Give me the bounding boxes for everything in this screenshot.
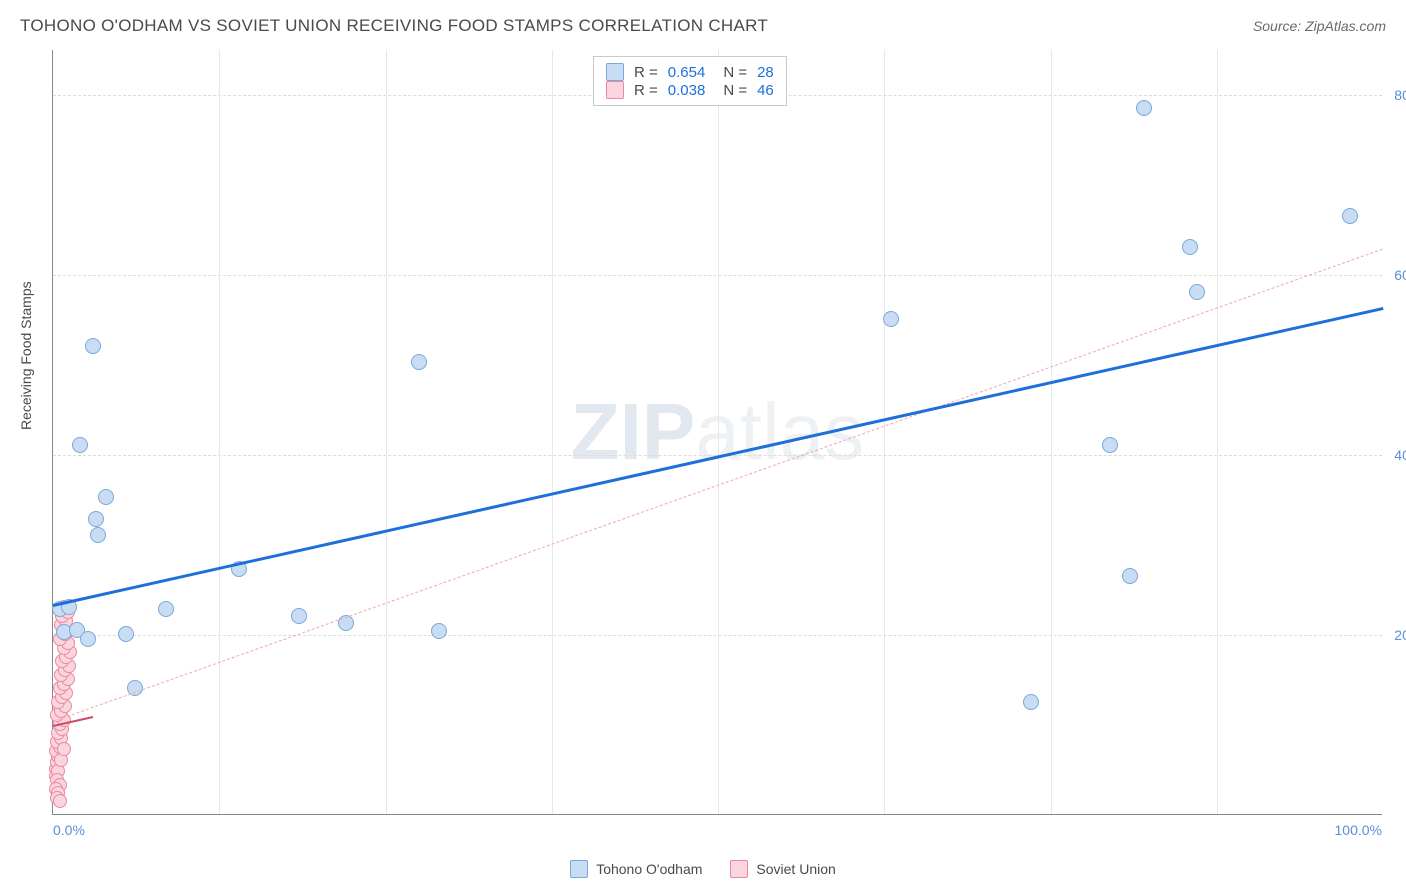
data-point-series2 [53, 794, 67, 808]
y-tick-label: 60.0% [1386, 267, 1406, 283]
gridline-v [884, 50, 885, 814]
stats-r-value: 0.654 [668, 64, 706, 81]
data-point-series1 [411, 354, 427, 370]
data-point-series1 [1182, 239, 1198, 255]
stats-r-label: R = [634, 82, 658, 99]
gridline-v [552, 50, 553, 814]
stats-swatch [606, 81, 624, 99]
data-point-series2 [57, 742, 71, 756]
scatter-chart: ZIPatlas 20.0%40.0%60.0%80.0%0.0%100.0%R… [52, 50, 1382, 815]
data-point-series1 [1122, 568, 1138, 584]
legend-swatch-series1 [570, 860, 588, 878]
data-point-series1 [80, 631, 96, 647]
stats-box: R = 0.654 N = 28 R = 0.038 N = 46 [593, 56, 787, 106]
data-point-series1 [431, 623, 447, 639]
stats-row: R = 0.654 N = 28 [606, 63, 774, 81]
gridline-v [219, 50, 220, 814]
y-axis-label: Receiving Food Stamps [18, 281, 34, 430]
legend-label-series2: Soviet Union [756, 861, 835, 877]
legend: Tohono O'odham Soviet Union [0, 860, 1406, 878]
legend-item-series1: Tohono O'odham [570, 860, 702, 878]
chart-source: Source: ZipAtlas.com [1253, 18, 1386, 34]
stats-r-label: R = [634, 64, 658, 81]
y-tick-label: 80.0% [1386, 87, 1406, 103]
legend-swatch-series2 [730, 860, 748, 878]
data-point-series1 [1102, 437, 1118, 453]
data-point-series1 [1023, 694, 1039, 710]
stats-n-value: 46 [757, 82, 774, 99]
data-point-series1 [88, 511, 104, 527]
data-point-series1 [1189, 284, 1205, 300]
data-point-series1 [98, 489, 114, 505]
gridline-v [1051, 50, 1052, 814]
stats-n-label: N = [723, 82, 747, 99]
chart-header: TOHONO O'ODHAM VS SOVIET UNION RECEIVING… [20, 16, 1386, 36]
x-tick-label: 0.0% [53, 822, 85, 838]
data-point-series1 [85, 338, 101, 354]
data-point-series1 [118, 626, 134, 642]
data-point-series1 [158, 601, 174, 617]
data-point-series1 [1342, 208, 1358, 224]
stats-swatch [606, 63, 624, 81]
gridline-v [718, 50, 719, 814]
chart-title: TOHONO O'ODHAM VS SOVIET UNION RECEIVING… [20, 16, 768, 36]
stats-r-value: 0.038 [668, 82, 706, 99]
stats-n-value: 28 [757, 64, 774, 81]
legend-label-series1: Tohono O'odham [596, 861, 702, 877]
gridline-v [1217, 50, 1218, 814]
data-point-series1 [883, 311, 899, 327]
data-point-series1 [1136, 100, 1152, 116]
y-tick-label: 20.0% [1386, 627, 1406, 643]
data-point-series1 [90, 527, 106, 543]
data-point-series1 [291, 608, 307, 624]
stats-n-label: N = [723, 64, 747, 81]
x-tick-label: 100.0% [1335, 822, 1382, 838]
stats-row: R = 0.038 N = 46 [606, 81, 774, 99]
legend-item-series2: Soviet Union [730, 860, 835, 878]
data-point-series1 [72, 437, 88, 453]
y-tick-label: 40.0% [1386, 447, 1406, 463]
gridline-v [386, 50, 387, 814]
